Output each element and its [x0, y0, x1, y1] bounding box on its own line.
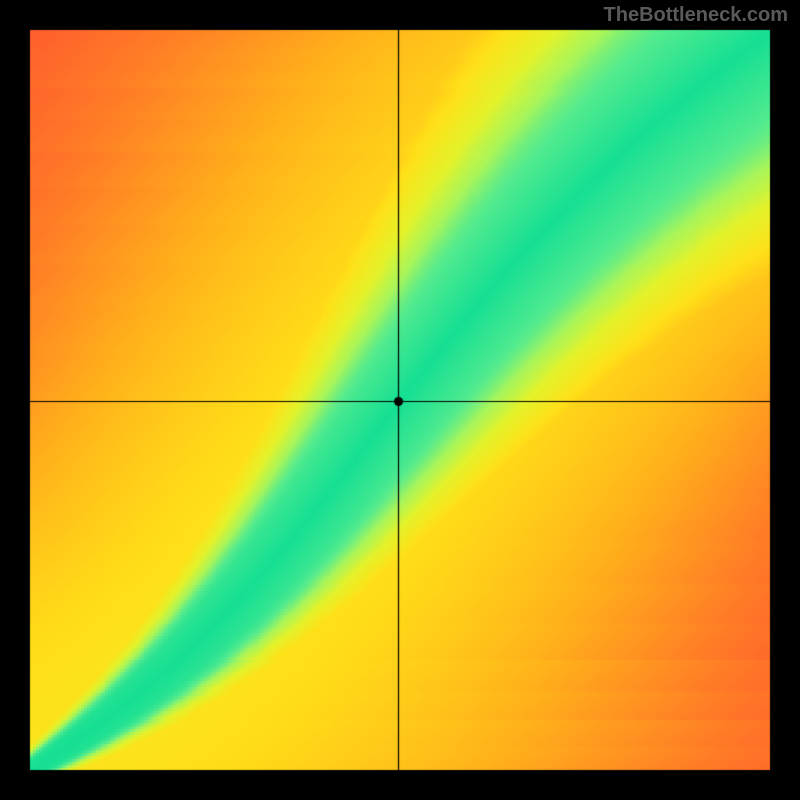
watermark-text: TheBottleneck.com	[604, 4, 788, 27]
chart-container: TheBottleneck.com	[0, 0, 800, 800]
heatmap-canvas	[0, 0, 800, 800]
